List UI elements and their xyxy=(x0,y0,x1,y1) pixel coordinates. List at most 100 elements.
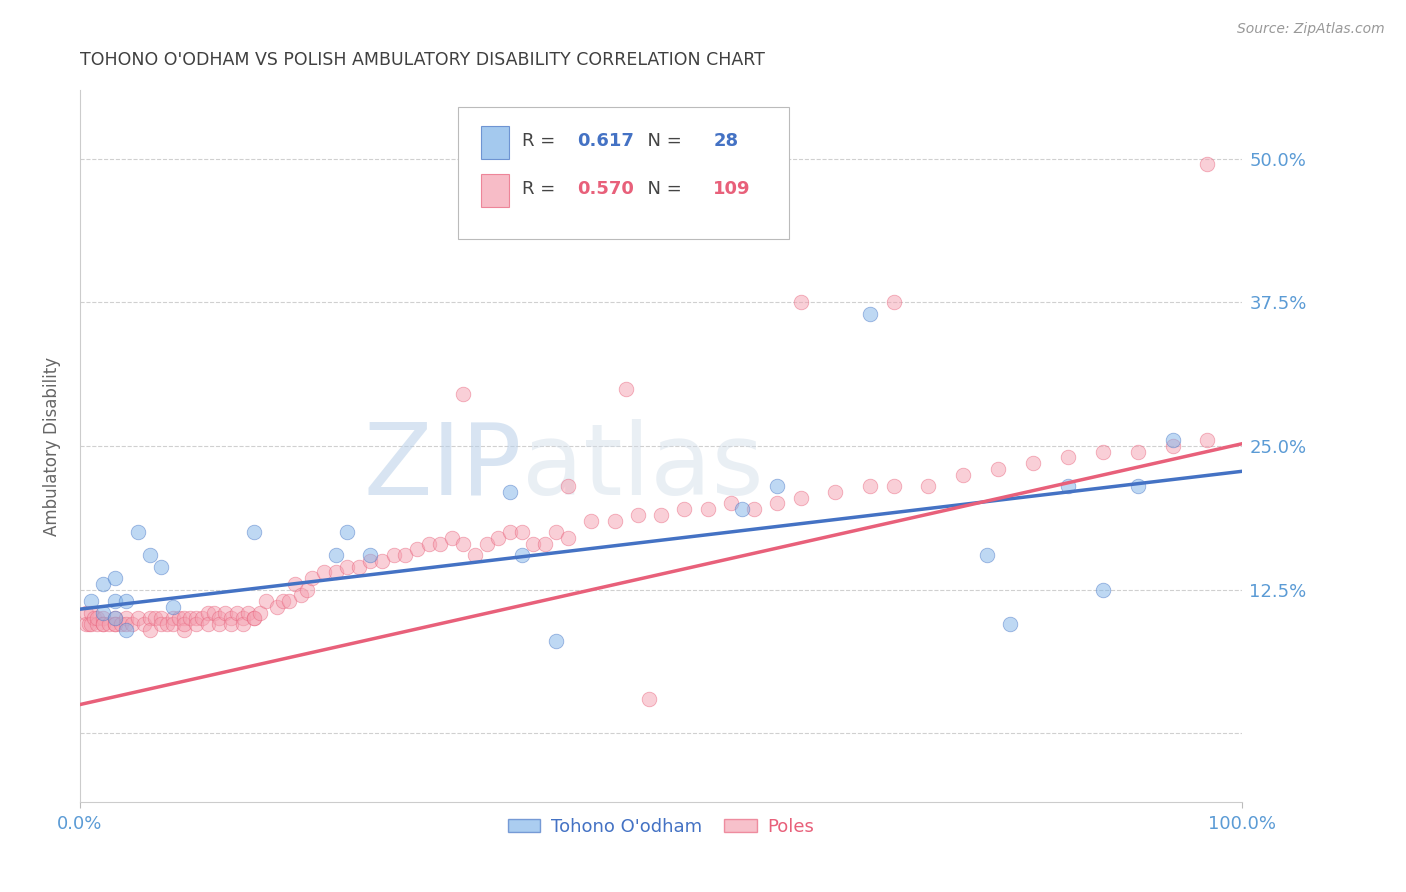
Text: R =: R = xyxy=(522,132,561,150)
Point xyxy=(789,491,811,505)
Point xyxy=(232,611,254,625)
Text: 109: 109 xyxy=(713,180,751,198)
Point xyxy=(1126,444,1149,458)
Point xyxy=(336,525,359,540)
Point xyxy=(167,611,190,625)
Point xyxy=(987,462,1010,476)
Point xyxy=(453,536,475,550)
Text: N =: N = xyxy=(636,180,688,198)
Point xyxy=(546,525,568,540)
Point xyxy=(336,559,359,574)
Point xyxy=(104,594,127,608)
Point xyxy=(202,606,225,620)
Point xyxy=(1091,444,1114,458)
Point xyxy=(464,548,486,562)
Point xyxy=(243,611,266,625)
Point xyxy=(976,548,998,562)
Point xyxy=(371,554,394,568)
Point xyxy=(266,599,288,614)
Legend: Tohono O'odham, Poles: Tohono O'odham, Poles xyxy=(501,811,821,843)
Point xyxy=(312,566,335,580)
Point xyxy=(1091,582,1114,597)
Point xyxy=(115,611,138,625)
Point xyxy=(557,479,579,493)
Point xyxy=(184,611,207,625)
Point xyxy=(75,606,97,620)
Point xyxy=(696,502,718,516)
Point xyxy=(197,617,219,632)
Point xyxy=(1161,439,1184,453)
Y-axis label: Ambulatory Disability: Ambulatory Disability xyxy=(44,357,60,535)
Point xyxy=(295,582,318,597)
Point xyxy=(418,536,440,550)
Point xyxy=(225,606,247,620)
Point xyxy=(360,548,382,562)
Point xyxy=(162,599,184,614)
Point xyxy=(86,611,108,625)
Text: 0.617: 0.617 xyxy=(578,132,634,150)
Point xyxy=(214,606,236,620)
Point xyxy=(173,611,195,625)
Point xyxy=(115,617,138,632)
Text: 0.570: 0.570 xyxy=(578,180,634,198)
Point xyxy=(325,548,347,562)
Point xyxy=(453,387,475,401)
Point xyxy=(110,617,132,632)
Point xyxy=(150,559,173,574)
Point xyxy=(243,525,266,540)
Point xyxy=(145,611,167,625)
Point xyxy=(77,617,100,632)
Point xyxy=(673,502,696,516)
Point xyxy=(150,617,173,632)
Point xyxy=(91,617,114,632)
Point xyxy=(191,611,214,625)
Point xyxy=(91,611,114,625)
Point xyxy=(162,617,184,632)
Point xyxy=(127,611,149,625)
Point xyxy=(249,606,271,620)
Point xyxy=(429,536,451,550)
Point xyxy=(208,611,231,625)
Point xyxy=(138,548,160,562)
Point xyxy=(75,617,97,632)
Point xyxy=(243,611,266,625)
Point xyxy=(121,617,143,632)
Point xyxy=(132,617,155,632)
Point xyxy=(627,508,650,522)
Point xyxy=(742,502,765,516)
Point xyxy=(80,617,103,632)
Point xyxy=(97,617,120,632)
Point xyxy=(534,536,557,550)
Point xyxy=(138,611,160,625)
Point xyxy=(104,611,127,625)
Point xyxy=(184,617,207,632)
Point xyxy=(301,571,323,585)
Point xyxy=(952,467,974,482)
Text: R =: R = xyxy=(522,180,561,198)
Point xyxy=(360,554,382,568)
Point xyxy=(720,496,742,510)
Text: ZIP: ZIP xyxy=(363,419,522,516)
Point xyxy=(638,691,661,706)
Point xyxy=(394,548,416,562)
Point xyxy=(290,588,312,602)
Point xyxy=(127,525,149,540)
Point xyxy=(115,623,138,637)
Point xyxy=(440,531,463,545)
Point xyxy=(406,542,429,557)
Point xyxy=(510,525,533,540)
Point xyxy=(219,611,242,625)
Point xyxy=(173,617,195,632)
Point xyxy=(179,611,201,625)
Text: atlas: atlas xyxy=(522,419,763,516)
Point xyxy=(824,485,846,500)
Point xyxy=(325,566,347,580)
Point xyxy=(650,508,672,522)
Point xyxy=(173,623,195,637)
Point xyxy=(238,606,260,620)
Point xyxy=(475,536,498,550)
Point xyxy=(80,594,103,608)
Point xyxy=(510,548,533,562)
Point xyxy=(1197,157,1219,171)
Point xyxy=(104,611,127,625)
